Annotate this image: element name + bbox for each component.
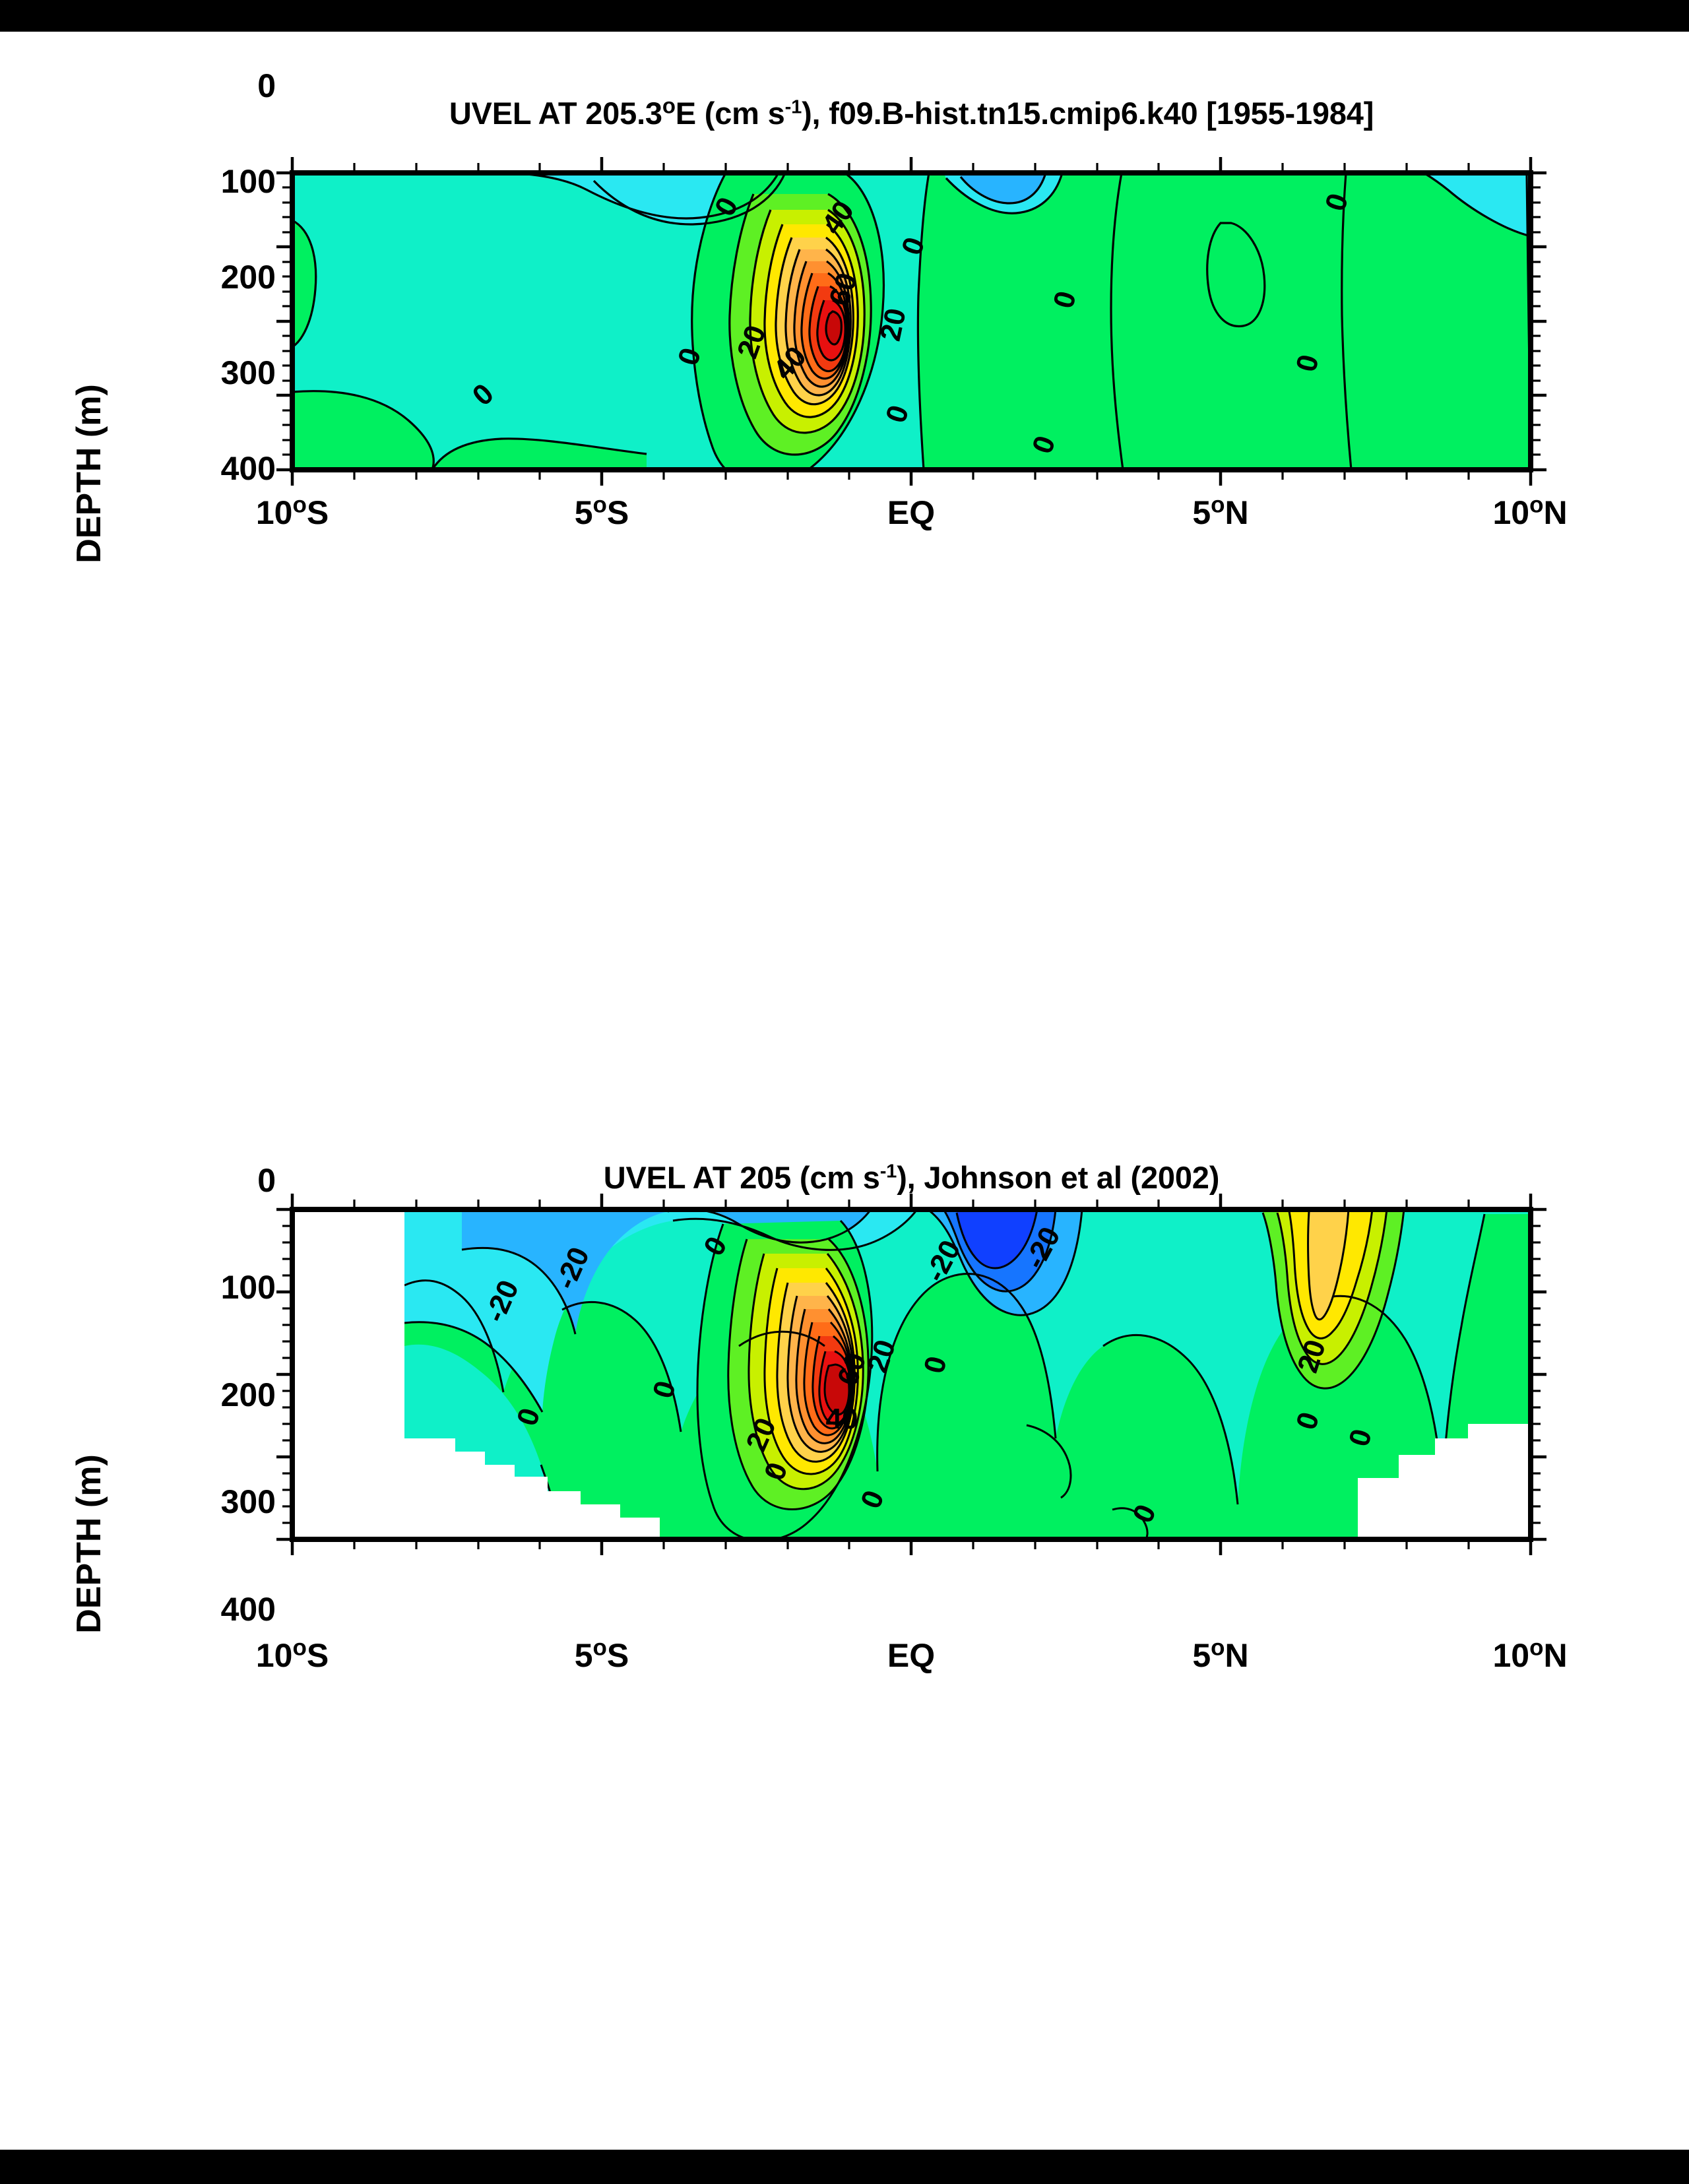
xtick-num: 10 — [255, 494, 293, 531]
xtick-num: 5 — [574, 494, 593, 531]
ytick-label: 300 — [220, 1483, 276, 1520]
xtick-num: EQ — [887, 494, 936, 531]
ytick-label: 400 — [220, 450, 276, 487]
ytick-label: 0 — [257, 67, 276, 104]
xtick-hemisphere: N — [1225, 494, 1249, 531]
ytick-label: 100 — [220, 163, 276, 200]
xtick-degree: o — [592, 492, 607, 518]
panel-bottom-title-exponent: -1 — [879, 1161, 897, 1182]
xtick-hemisphere: N — [1543, 1637, 1568, 1674]
panel-bottom-title: UVEL AT 205 (cm s-1), Johnson et al (200… — [292, 1159, 1531, 1196]
xtick-num: 10 — [1492, 1637, 1530, 1674]
panel-top: UVEL AT 205.3oE (cm s-1), f09.B-hist.tn1… — [0, 32, 1689, 1147]
ytick-label: 100 — [220, 1269, 276, 1306]
panel-top-title-post: ), f09.B-hist.tn15.cmip6.k40 [1955-1984] — [802, 96, 1374, 131]
ytick-label: 0 — [257, 1162, 276, 1199]
panel-top-title: UVEL AT 205.3oE (cm s-1), f09.B-hist.tn1… — [292, 93, 1531, 131]
panel-bottom-ytick-100: 100 — [170, 1268, 276, 1306]
panel-top-title-pre: UVEL AT 205.3 — [449, 96, 662, 131]
panel-top-xtick-5S: 5oS — [536, 492, 668, 532]
panel-bottom-xtick-5S: 5oS — [536, 1636, 668, 1675]
ytick-label: 300 — [220, 354, 276, 391]
bottom-black-border — [0, 2150, 1689, 2184]
panel-top-ytick-300: 300 — [170, 354, 276, 392]
panel-bottom-ytick-300: 300 — [170, 1483, 276, 1521]
xtick-degree: o — [1529, 1634, 1544, 1661]
xtick-num: 10 — [255, 1637, 293, 1674]
panel-bottom-ytick-0: 0 — [170, 1161, 276, 1200]
xtick-hemisphere: S — [306, 494, 329, 531]
xtick-num: 5 — [574, 1637, 593, 1674]
top-black-border — [0, 0, 1689, 32]
panel-bottom-ytick-400: 400 — [170, 1590, 276, 1628]
xtick-hemisphere: N — [1225, 1637, 1249, 1674]
panel-top-axes — [276, 157, 1546, 486]
panel-top-title-exponent: -1 — [784, 96, 802, 118]
panel-bottom-contour-lines — [404, 1209, 1486, 1539]
panel-top-xtick-EQ: EQ — [845, 494, 977, 532]
panel-bottom-title-pre: UVEL AT 205 (cm s — [603, 1160, 880, 1195]
panel-top-xtick-5N: 5oN — [1155, 492, 1287, 532]
panel-top-title-mid: E (cm s — [675, 96, 785, 131]
panel-bottom-axes — [276, 1194, 1546, 1555]
xtick-num: 5 — [1192, 1637, 1211, 1674]
ytick-label: 200 — [220, 1376, 276, 1413]
ytick-label: 400 — [220, 1591, 276, 1628]
panel-top-ytick-200: 200 — [170, 258, 276, 296]
xtick-hemisphere: N — [1543, 494, 1568, 531]
panel-top-ytick-100: 100 — [170, 162, 276, 201]
xtick-hemisphere: S — [606, 494, 629, 531]
panel-bottom-xtick-5N: 5oN — [1155, 1636, 1287, 1675]
xtick-num: 10 — [1492, 494, 1530, 531]
panel-top-contour-fill — [292, 173, 1531, 470]
panel-bottom-xtick-EQ: EQ — [845, 1636, 977, 1675]
panel-bottom: UVEL AT 205 (cm s-1), Johnson et al (200… — [0, 1095, 1689, 2151]
contour-label: 20 — [874, 305, 912, 344]
contour-label: 40 — [826, 1403, 858, 1435]
panel-top-plot: 0 40 0 60 20 20 40 0 0 0 0 0 0 0 — [276, 157, 1546, 486]
panel-top-xtick-10N: 10oN — [1464, 492, 1596, 532]
xtick-degree: o — [292, 1634, 307, 1661]
panel-top-ytick-400: 400 — [170, 449, 276, 488]
panel-bottom-xtick-10N: 10oN — [1464, 1636, 1596, 1675]
xtick-degree: o — [292, 492, 307, 518]
panel-bottom-title-post: ), Johnson et al (2002) — [897, 1160, 1220, 1195]
xtick-num: 5 — [1192, 494, 1211, 531]
panel-top-ytick-0: 0 — [170, 67, 276, 105]
xtick-degree: o — [1211, 1634, 1225, 1661]
panel-top-contour-lines — [292, 173, 1531, 470]
xtick-degree: o — [1211, 492, 1225, 518]
panel-bottom-ytick-200: 200 — [170, 1376, 276, 1414]
xtick-degree: o — [592, 1634, 607, 1661]
ytick-label: 200 — [220, 259, 276, 296]
xtick-hemisphere: S — [306, 1637, 329, 1674]
xtick-hemisphere: S — [606, 1637, 629, 1674]
panel-bottom-plot: 0 -20 -20 -20 -20 20 60 20 0 0 20 40 0 0… — [276, 1194, 1546, 1555]
xtick-degree: o — [1529, 492, 1544, 518]
panel-top-title-degree: o — [662, 93, 676, 118]
xtick-num: EQ — [887, 1637, 936, 1674]
panel-top-xtick-10S: 10oS — [226, 492, 358, 532]
panel-bottom-xtick-10S: 10oS — [226, 1636, 358, 1675]
